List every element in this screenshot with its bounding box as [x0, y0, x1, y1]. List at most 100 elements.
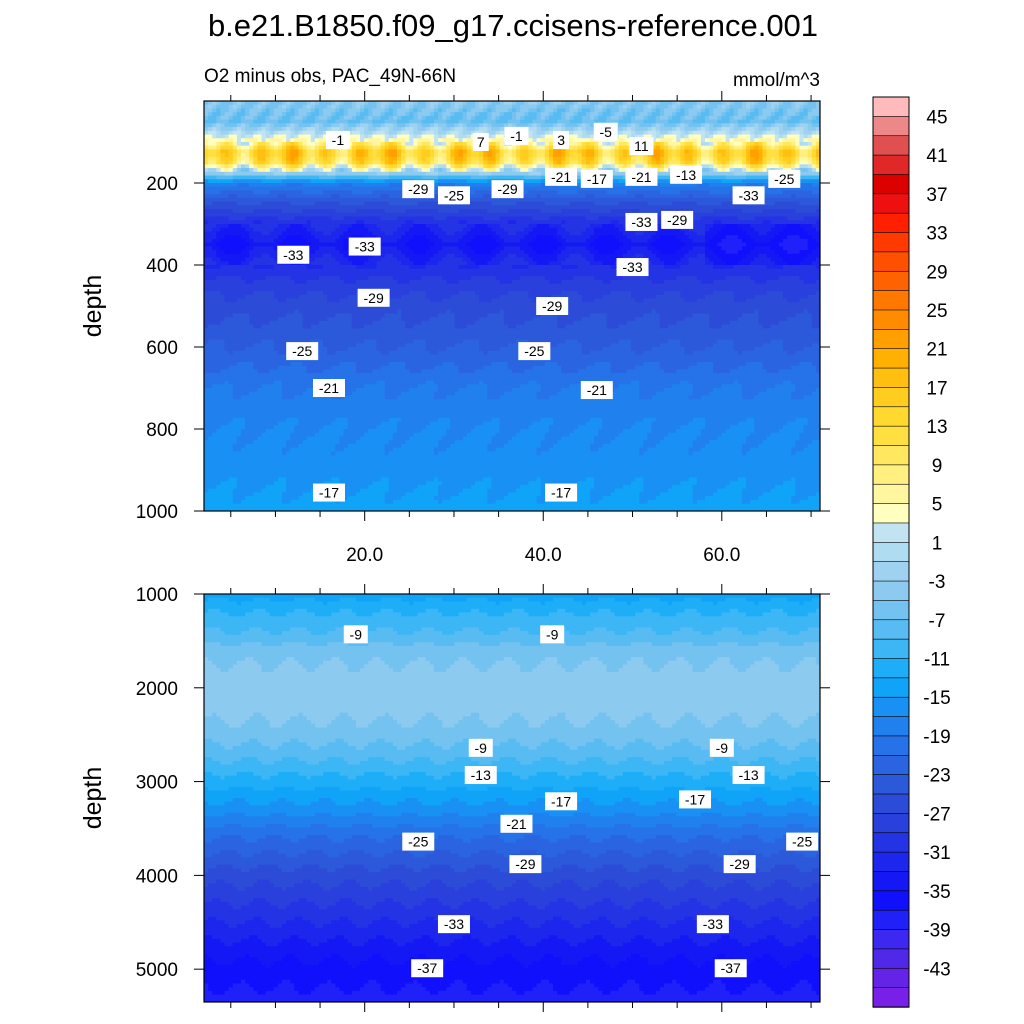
colorbar-box	[872, 329, 910, 350]
upper-contour-label: -21	[545, 167, 578, 186]
colorbar-box	[872, 309, 910, 331]
lower-contour-label: -13	[732, 766, 765, 785]
colorbar-box	[872, 116, 910, 137]
lower-contour-label: -21	[500, 814, 533, 833]
colorbar-box	[872, 600, 910, 621]
colorbar: 45 41 37 33 29 25 21 17 13 9 5 1 -3 -7 -11 -15 -19 -23 -27…	[872, 96, 951, 1008]
colorbar-box	[872, 561, 910, 582]
colorbar-box	[872, 638, 910, 660]
colorbar-label: -31	[923, 843, 950, 864]
upper-contour-label: -13	[670, 165, 703, 184]
colorbar-label: 45	[926, 107, 947, 128]
lower-contour-label: -9	[468, 738, 493, 757]
colorbar-label: -7	[929, 611, 946, 632]
colorbar-label: 21	[926, 340, 947, 361]
colorbar-box	[872, 174, 910, 195]
upper-contour-label: -33	[348, 237, 381, 256]
upper-filled-contours	[204, 101, 820, 511]
upper-contour-label: -5	[593, 122, 618, 141]
upper-contour-label: -33	[616, 258, 649, 277]
colorbar-box	[872, 406, 910, 427]
colorbar-box	[872, 987, 910, 1008]
upper-x-tick-label: 20.0	[346, 545, 383, 566]
colorbar-label: -43	[923, 959, 950, 980]
colorbar-label: 13	[926, 417, 947, 438]
upper-contour-label: -29	[661, 210, 694, 229]
colorbar-label: -19	[923, 727, 950, 748]
upper-contour-label: 7	[472, 133, 489, 151]
colorbar-box	[872, 270, 910, 292]
upper-right-string: mmol/m^3	[733, 70, 820, 91]
colorbar-box	[872, 232, 910, 253]
upper-contour-label: -1	[325, 130, 350, 149]
upper-contour-label: -29	[402, 180, 435, 199]
colorbar-box	[872, 735, 910, 756]
colorbar-box	[872, 871, 910, 892]
upper-contour-label: -21	[312, 379, 345, 397]
upper-contour-label: -17	[545, 483, 578, 502]
upper-contour-label: 11	[629, 137, 654, 156]
colorbar-label: -39	[923, 921, 950, 942]
colorbar-label: 25	[926, 301, 947, 322]
upper-contour-label: 3	[553, 130, 570, 149]
upper-y-tick-label: 200	[146, 174, 178, 195]
lower-plot-frame	[203, 593, 821, 1003]
upper-contour-label: -33	[625, 212, 658, 231]
colorbar-box	[872, 445, 910, 466]
upper-contour-label: -33	[277, 245, 310, 264]
upper-contour-label: -29	[536, 297, 569, 315]
colorbar-box	[872, 212, 910, 234]
upper-contour-label: -25	[286, 342, 319, 361]
colorbar-box	[872, 813, 910, 834]
colorbar-label: 17	[926, 378, 947, 399]
lower-contour-label: -17	[545, 792, 578, 811]
lower-contour-label: -9	[343, 625, 368, 644]
upper-y-tick-label: 1000	[136, 502, 178, 523]
lower-y-tick-label: 1000	[136, 585, 178, 606]
upper-contour-label: -25	[518, 342, 551, 361]
upper-contour-label: -33	[732, 186, 765, 205]
colorbar-box	[872, 754, 910, 776]
colorbar-label: 1	[932, 533, 943, 554]
colorbar-box	[872, 580, 910, 602]
lower-contour-label: -17	[679, 790, 712, 809]
colorbar-box	[872, 716, 910, 737]
colorbar-label: 9	[932, 456, 943, 477]
main-title: b.e21.B1850.f09_g17.ccisens-reference.00…	[208, 8, 818, 43]
colorbar-box	[872, 348, 910, 369]
colorbar-box	[872, 425, 910, 447]
colorbar-box	[872, 522, 910, 544]
colorbar-label: 33	[926, 224, 947, 245]
colorbar-label: -35	[923, 882, 950, 903]
colorbar-box	[872, 658, 910, 679]
upper-y-tick-label: 400	[146, 256, 178, 277]
lower-contour-label: -9	[709, 738, 734, 757]
lower-contour-label: -33	[696, 915, 729, 934]
colorbar-label: 37	[926, 185, 947, 206]
upper-y-tick-label: 800	[146, 420, 178, 441]
colorbar-box	[872, 967, 910, 989]
colorbar-box	[872, 367, 910, 389]
lower-y-tick-label: 4000	[136, 866, 178, 887]
lower-contour-label: -13	[464, 766, 497, 785]
colorbar-box	[872, 851, 910, 873]
lower-filled-contours	[204, 594, 820, 1002]
colorbar-box	[872, 503, 910, 524]
lower-contour-label: -9	[540, 625, 565, 644]
colorbar-label: 29	[926, 262, 947, 283]
colorbar-box	[872, 909, 910, 931]
colorbar-box	[872, 542, 910, 563]
upper-contour-label: -21	[625, 167, 658, 186]
colorbar-box	[872, 890, 910, 911]
lower-y-tick-label: 5000	[136, 960, 178, 981]
colorbar-box	[872, 154, 910, 176]
upper-x-tick-label: 40.0	[525, 545, 562, 566]
colorbar-box	[872, 793, 910, 815]
upper-left-string: O2 minus obs, PAC_49N-66N	[204, 66, 456, 87]
colorbar-box	[872, 619, 910, 640]
colorbar-box	[872, 135, 910, 156]
colorbar-label: 5	[932, 495, 943, 516]
upper-y-axis-label: depth	[79, 275, 107, 338]
colorbar-box	[872, 464, 910, 485]
